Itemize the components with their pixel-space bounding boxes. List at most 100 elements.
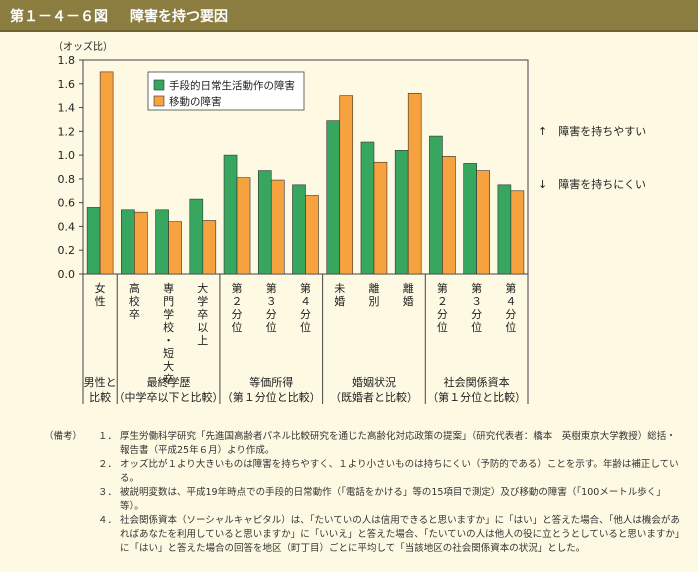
bar bbox=[326, 120, 341, 275]
figure-title-bar: 第１－４－６図 障害を持つ要因 bbox=[0, 0, 698, 32]
bar bbox=[463, 163, 477, 275]
legend-label: 手段的日常生活動作の障害 bbox=[169, 79, 295, 92]
group-label: 最終学歴 bbox=[147, 375, 191, 389]
bar bbox=[305, 195, 319, 275]
category-label-char: 高 bbox=[129, 281, 140, 295]
note-text: 厚生労働科学研究「先進国高齢者パネル比較研究を通じた高齢化対応政策の提案」（研究… bbox=[120, 431, 676, 456]
bar bbox=[292, 184, 306, 275]
category-label-char: 婚 bbox=[403, 294, 414, 308]
category-label-char: 位 bbox=[232, 320, 243, 334]
bar bbox=[168, 221, 182, 275]
y-tick-label: 0.2 bbox=[58, 244, 76, 257]
annotation-up: ↑ 障害を持ちやすい bbox=[538, 124, 646, 138]
group-label: 社会関係資本 bbox=[444, 375, 510, 389]
category-label-char: 未 bbox=[334, 282, 345, 295]
category-label-char: 校 bbox=[163, 320, 174, 334]
y-tick-label: 1.2 bbox=[58, 125, 76, 138]
bar bbox=[270, 179, 285, 275]
bar bbox=[86, 207, 101, 275]
y-tick-label: 1.6 bbox=[58, 78, 76, 91]
note-text: オッズ比が１より大きいものは障害を持ちやすく、１より小さいものは持ちにくい（予防… bbox=[120, 459, 679, 484]
bar bbox=[223, 154, 238, 275]
figure-number: 第１－４－６図 bbox=[10, 9, 108, 25]
bar bbox=[429, 135, 443, 275]
bar bbox=[155, 209, 169, 275]
category-label-char: ４ bbox=[505, 295, 516, 308]
category-label-char: 性 bbox=[95, 294, 106, 308]
bar bbox=[202, 220, 217, 275]
category-label-char: 婚 bbox=[334, 294, 345, 308]
group-label: 男性と bbox=[84, 375, 117, 389]
note-number: ２． bbox=[98, 459, 118, 470]
category-label-char: 卒 bbox=[197, 307, 208, 321]
note-row: ４． 社会関係資本（ソーシャルキャピタル）は、「たいていの人は信用できると思いま… bbox=[44, 514, 684, 556]
category-label-char: 離 bbox=[368, 281, 379, 295]
note-text: 社会関係資本（ソーシャルキャピタル）は、「たいていの人は信用できると思いますか」… bbox=[120, 515, 680, 554]
group-label: （第１分位と比較） bbox=[427, 390, 526, 404]
category-label-char: ２ bbox=[232, 295, 243, 308]
category-label-char: 位 bbox=[300, 320, 311, 334]
category-label-char: ・ bbox=[163, 334, 174, 347]
bar bbox=[373, 161, 388, 275]
category-label-char: 学 bbox=[163, 307, 174, 321]
category-label-char: 第 bbox=[471, 281, 482, 295]
category-label-char: 門 bbox=[163, 295, 174, 308]
category-label-char: 位 bbox=[505, 320, 516, 334]
category-label-char: 離 bbox=[403, 281, 414, 295]
bar bbox=[360, 141, 375, 275]
bar bbox=[236, 177, 251, 275]
note-text: 被説明変数は、平成19年時点での手段的日常動作（「電話をかける」等の15項目で測… bbox=[120, 487, 666, 512]
bar bbox=[497, 184, 512, 275]
group-label: （第１分位と比較） bbox=[222, 390, 321, 404]
category-label-char: 分 bbox=[266, 308, 277, 321]
group-label: （既婚者と比較） bbox=[330, 390, 418, 404]
category-label-char: 大 bbox=[163, 359, 174, 373]
y-tick-label: 1.0 bbox=[58, 149, 76, 162]
notes-section: （備考） １． 厚生労働科学研究「先進国高齢者パネル比較研究を通じた高齢化対応政… bbox=[44, 430, 684, 556]
category-label-char: 第 bbox=[505, 281, 516, 295]
category-label-char: 校 bbox=[129, 294, 140, 308]
category-label-char: 女 bbox=[95, 281, 106, 295]
note-number: ３． bbox=[98, 487, 118, 498]
category-label-char: 分 bbox=[437, 308, 448, 321]
category-label-char: ４ bbox=[300, 295, 311, 308]
category-label-char: 第 bbox=[266, 281, 277, 295]
note-row: ２． オッズ比が１より大きいものは障害を持ちやすく、１より小さいものは持ちにくい… bbox=[44, 458, 684, 486]
group-label: 等価所得 bbox=[249, 375, 293, 389]
category-label-char: 第 bbox=[437, 281, 448, 295]
bar bbox=[476, 170, 490, 275]
category-label-char: 短 bbox=[163, 346, 174, 360]
bar bbox=[510, 190, 525, 275]
annotation-down: ↓ 障害を持ちにくい bbox=[538, 177, 646, 191]
legend-box bbox=[147, 71, 305, 111]
category-label-char: 専 bbox=[163, 282, 174, 295]
y-tick-label: 0.6 bbox=[58, 197, 76, 210]
notes-label: （備考） bbox=[44, 431, 83, 442]
category-label-char: 位 bbox=[471, 320, 482, 334]
category-label-char: 卒 bbox=[163, 372, 174, 386]
category-label-char: ３ bbox=[266, 295, 277, 308]
category-label-char: ２ bbox=[437, 295, 448, 308]
bar bbox=[99, 71, 114, 275]
note-number: １． bbox=[98, 431, 118, 442]
legend-swatch bbox=[153, 95, 165, 107]
note-row: ３． 被説明変数は、平成19年時点での手段的日常動作（「電話をかける」等の15項… bbox=[44, 486, 684, 514]
category-label-char: 第 bbox=[232, 281, 243, 295]
category-label-char: 分 bbox=[505, 308, 516, 321]
bar bbox=[189, 198, 204, 275]
bar bbox=[407, 92, 422, 275]
group-label: （中学卒以下と比較） bbox=[114, 390, 224, 404]
bar bbox=[257, 170, 272, 275]
category-label-char: 位 bbox=[437, 320, 448, 334]
note-row: （備考） １． 厚生労働科学研究「先進国高齢者パネル比較研究を通じた高齢化対応政… bbox=[44, 430, 684, 458]
category-label-char: ３ bbox=[471, 295, 482, 308]
bar bbox=[394, 150, 409, 275]
bar-chart: 0.0 0.2 0.4 0.6 0.8 1.0 1.2 1.4 1.6 1.8（オッズ比） 女性 高校… bbox=[53, 40, 646, 404]
figure-title: 障害を持つ要因 bbox=[130, 9, 228, 25]
y-tick-label: 1.8 bbox=[58, 54, 76, 67]
note-number: ４． bbox=[98, 515, 118, 526]
y-tick-label: 0.0 bbox=[58, 268, 76, 281]
category-label-char: 分 bbox=[300, 308, 311, 321]
bar bbox=[134, 211, 148, 275]
category-label-char: 大 bbox=[197, 281, 208, 295]
